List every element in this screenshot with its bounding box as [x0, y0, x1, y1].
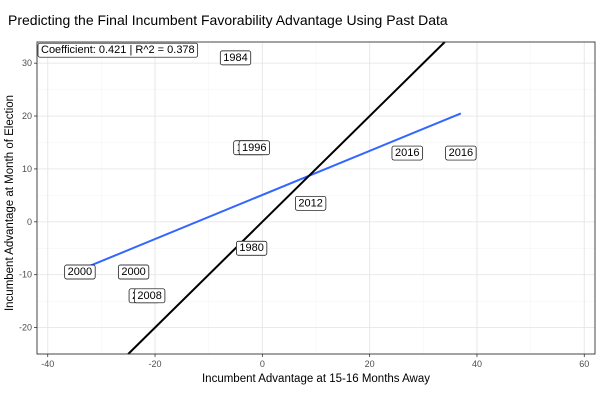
plot-border — [36, 41, 596, 355]
x-tick-label: -40 — [41, 359, 54, 369]
grid-layer — [37, 42, 595, 354]
point-label-box — [295, 195, 327, 211]
y-tick-label: -20 — [19, 323, 32, 333]
point-label-text: 2016 — [449, 147, 473, 159]
x-tick-label: -20 — [149, 359, 162, 369]
point-label-text: 2012 — [298, 197, 322, 209]
fit-line — [79, 112, 462, 271]
point-label-1984: 1984 — [219, 50, 252, 66]
lines-layer — [79, 41, 462, 355]
point-label-text: 2000 — [68, 266, 92, 278]
point-label-1996: 1996 — [238, 140, 270, 156]
point-label-2000: 2000 — [64, 264, 96, 280]
x-tick-label: 60 — [579, 359, 589, 369]
x-tick-label: 40 — [472, 359, 482, 369]
point-label-box — [64, 264, 96, 280]
y-tick-label: 0 — [27, 217, 32, 227]
point-label-2012: 2012 — [295, 195, 327, 211]
y-tick-label: -10 — [19, 270, 32, 280]
y-tick-label: 10 — [22, 164, 32, 174]
labels-layer: 1984199619962016201620121980200020002008… — [64, 50, 477, 304]
point-label-text: 2000 — [121, 266, 145, 278]
point-label-box — [134, 288, 166, 304]
point-label-box — [117, 264, 150, 280]
point-label-box — [445, 145, 477, 161]
y-tick-label: 30 — [22, 58, 32, 68]
point-label-box — [238, 140, 270, 156]
point-label-box — [236, 240, 268, 256]
fit-annotation-box — [37, 42, 199, 58]
y-tick-label: 20 — [22, 111, 32, 121]
x-tick-label: 0 — [260, 359, 265, 369]
x-axis-title: Incumbent Advantage at 15-16 Months Away — [202, 373, 430, 385]
point-label-box — [219, 50, 252, 66]
axes-layer: -40 -20 0 20 40 60 -20 -10 0 10 20 30 — [19, 41, 596, 369]
identity-line — [127, 41, 446, 355]
point-label-text: 2016 — [395, 147, 419, 159]
annotation-layer: Coefficient: 0.421 | R^2 = 0.378 — [37, 42, 199, 58]
y-axis-title: Incumbent Advantage at Month of Election — [4, 95, 16, 311]
fit-annotation: Coefficient: 0.421 | R^2 = 0.378 — [41, 44, 195, 56]
point-label-text: 1996 — [242, 142, 266, 154]
point-label-2000: 2000 — [117, 264, 150, 280]
point-label-text: 1984 — [223, 52, 247, 64]
chart-title: Predicting the Final Incumbent Favorabil… — [8, 12, 448, 28]
x-tick-label: 20 — [365, 359, 375, 369]
point-label-1980: 1980 — [236, 240, 268, 256]
point-label-text: 1980 — [239, 242, 263, 254]
point-label-2016: 2016 — [445, 145, 477, 161]
point-label-2008: 2008 — [134, 288, 166, 304]
point-label-box — [391, 145, 423, 161]
point-label-2016: 2016 — [391, 145, 423, 161]
point-label-text: 2008 — [137, 290, 161, 302]
